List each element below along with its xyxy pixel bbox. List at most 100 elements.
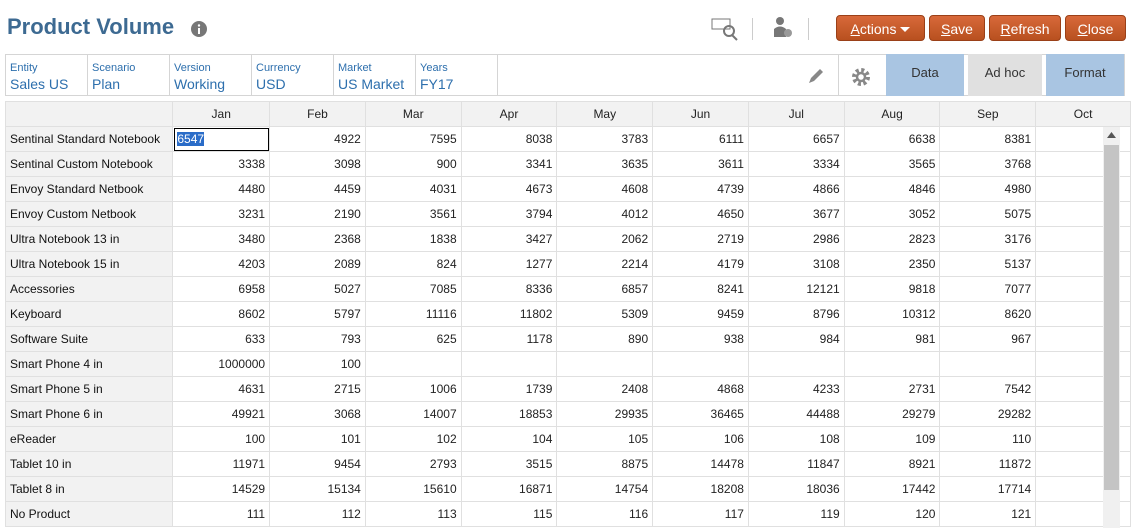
data-cell[interactable]: 18036	[747, 476, 845, 502]
data-cell[interactable]: 113	[364, 501, 462, 527]
cell-value[interactable]: 4179	[717, 257, 744, 271]
data-cell[interactable]: 8875	[556, 451, 654, 477]
cell-value[interactable]: 4608	[621, 182, 649, 196]
info-icon[interactable]	[190, 20, 208, 38]
cell-value[interactable]: 3768	[1004, 157, 1032, 171]
data-cell[interactable]: 4608	[556, 176, 654, 202]
cell-value[interactable]: 824	[436, 257, 457, 271]
data-cell[interactable]: 8381	[939, 126, 1037, 152]
data-cell[interactable]: 793	[269, 326, 366, 352]
data-cell[interactable]: 11872	[939, 451, 1037, 477]
user-icon[interactable]	[772, 15, 794, 41]
data-cell[interactable]: 3098	[269, 151, 366, 177]
cell-value[interactable]: 115	[533, 507, 553, 521]
cell-value[interactable]: 36465	[710, 407, 744, 421]
data-cell[interactable]: 4012	[556, 201, 654, 227]
cell-value[interactable]: 4980	[1004, 182, 1032, 196]
data-cell[interactable]: 3108	[747, 251, 845, 277]
cell-value[interactable]: 5309	[621, 307, 649, 321]
data-cell[interactable]: 3334	[747, 151, 845, 177]
cell-value[interactable]: 1178	[526, 332, 553, 346]
cell-value[interactable]: 3052	[908, 207, 936, 221]
data-cell[interactable]: 4031	[364, 176, 462, 202]
data-cell[interactable]: 3176	[939, 226, 1037, 252]
cell-value[interactable]: 3515	[525, 457, 553, 471]
data-cell[interactable]: 5137	[939, 251, 1037, 277]
data-cell[interactable]: 938	[652, 326, 749, 352]
pov-value[interactable]: USD	[256, 76, 286, 92]
data-cell[interactable]	[652, 351, 749, 377]
data-cell[interactable]: 2368	[269, 226, 366, 252]
cell-value[interactable]: 9459	[717, 307, 744, 321]
data-cell[interactable]: 14529	[172, 476, 271, 502]
data-cell[interactable]: 44488	[747, 401, 845, 427]
data-cell[interactable]: 108	[747, 426, 845, 452]
data-cell[interactable]: 121	[939, 501, 1037, 527]
cell-value[interactable]: 12121	[806, 282, 840, 296]
cell-value[interactable]: 2719	[717, 232, 744, 246]
pov-value[interactable]: Plan	[92, 76, 121, 92]
cell-value[interactable]: 2408	[621, 382, 649, 396]
cell-value[interactable]: 3108	[812, 257, 840, 271]
data-cell[interactable]: 9454	[269, 451, 366, 477]
data-cell[interactable]: 6657	[747, 126, 845, 152]
cell-value[interactable]: 4031	[429, 182, 457, 196]
cell-value[interactable]: 3783	[621, 132, 649, 146]
data-cell[interactable]: 2986	[747, 226, 845, 252]
data-cell[interactable]: 3783	[556, 126, 654, 152]
cell-value[interactable]: 7077	[1004, 282, 1032, 296]
cell-value[interactable]: 113	[437, 507, 457, 521]
cell-value[interactable]: 110	[1012, 432, 1032, 446]
cell-value[interactable]: 109	[915, 432, 936, 446]
pov-value[interactable]: Working	[174, 76, 226, 92]
data-cell[interactable]: 4650	[652, 201, 749, 227]
data-cell[interactable]: 18208	[652, 476, 749, 502]
cell-value[interactable]: 100	[245, 432, 266, 446]
cell-value[interactable]: 8336	[525, 282, 553, 296]
data-cell[interactable]: 3480	[172, 226, 271, 252]
data-cell[interactable]: 15610	[364, 476, 462, 502]
cell-value[interactable]: 793	[340, 332, 361, 346]
data-cell[interactable]: 2719	[652, 226, 749, 252]
data-cell[interactable]: 11847	[747, 451, 845, 477]
data-cell[interactable]: 49921	[172, 401, 271, 427]
data-cell[interactable]: 984	[747, 326, 845, 352]
cell-value[interactable]: 18853	[519, 407, 553, 421]
data-cell[interactable]: 8921	[843, 451, 941, 477]
data-cell[interactable]: 1178	[460, 326, 558, 352]
cell-value[interactable]: 1838	[429, 232, 457, 246]
data-cell[interactable]: 120	[843, 501, 941, 527]
data-cell[interactable]: 1838	[364, 226, 462, 252]
cell-value[interactable]: 3561	[429, 207, 457, 221]
cell-value[interactable]: 5137	[1004, 257, 1032, 271]
cell-value[interactable]: 9818	[908, 282, 936, 296]
cell-value[interactable]: 2062	[621, 232, 649, 246]
data-cell[interactable]: 2062	[556, 226, 654, 252]
cell-value[interactable]: 4673	[525, 182, 553, 196]
cell-value[interactable]: 4922	[334, 132, 361, 146]
data-cell[interactable]: 3341	[460, 151, 558, 177]
data-cell[interactable]: 8038	[460, 126, 558, 152]
cell-value[interactable]: 4012	[621, 207, 649, 221]
cell-value[interactable]: 4866	[812, 182, 840, 196]
data-cell[interactable]: 6857	[556, 276, 654, 302]
cell-value[interactable]: 4480	[238, 182, 266, 196]
cell-value[interactable]: 15610	[423, 482, 457, 496]
data-cell[interactable]: 119	[747, 501, 845, 527]
cell-value[interactable]: 4459	[334, 182, 361, 196]
data-cell[interactable]: 29935	[556, 401, 654, 427]
data-cell[interactable]	[843, 351, 941, 377]
cell-value[interactable]: 18036	[806, 482, 840, 496]
data-cell[interactable]: 6638	[843, 126, 941, 152]
data-cell[interactable]: 4739	[652, 176, 749, 202]
cell-value[interactable]: 3068	[334, 407, 361, 421]
data-cell[interactable]: 3561	[364, 201, 462, 227]
cell-value[interactable]: 633	[245, 332, 266, 346]
dropdown-caret[interactable]	[900, 27, 911, 37]
cell-value[interactable]: 9454	[334, 457, 361, 471]
cell-value[interactable]: 981	[915, 332, 936, 346]
mode-tab[interactable]: Data	[886, 54, 964, 96]
data-cell[interactable]: 625	[364, 326, 462, 352]
pov-item[interactable]: Years FY17	[416, 55, 498, 95]
data-cell[interactable]: 4922	[269, 126, 366, 152]
